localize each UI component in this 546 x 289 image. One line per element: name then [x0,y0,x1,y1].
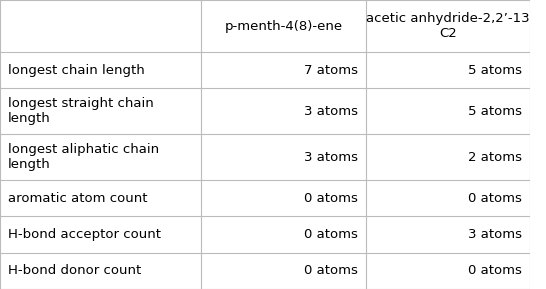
Text: 3 atoms: 3 atoms [468,228,522,241]
Text: 0 atoms: 0 atoms [468,264,522,277]
Text: longest chain length: longest chain length [8,64,145,77]
Text: acetic anhydride-2,2’-13
C2: acetic anhydride-2,2’-13 C2 [366,12,530,40]
Text: 0 atoms: 0 atoms [468,192,522,205]
Text: 0 atoms: 0 atoms [304,192,358,205]
Text: 3 atoms: 3 atoms [304,105,358,118]
Text: 0 atoms: 0 atoms [304,264,358,277]
Text: H-bond acceptor count: H-bond acceptor count [8,228,161,241]
Text: 7 atoms: 7 atoms [304,64,358,77]
Text: longest aliphatic chain
length: longest aliphatic chain length [8,143,159,171]
Text: 5 atoms: 5 atoms [468,105,522,118]
Text: longest straight chain
length: longest straight chain length [8,97,153,125]
Text: aromatic atom count: aromatic atom count [8,192,147,205]
Text: 5 atoms: 5 atoms [468,64,522,77]
Text: 0 atoms: 0 atoms [304,228,358,241]
Text: 2 atoms: 2 atoms [468,151,522,164]
Text: 3 atoms: 3 atoms [304,151,358,164]
Text: H-bond donor count: H-bond donor count [8,264,141,277]
Text: p-menth-4(8)-ene: p-menth-4(8)-ene [224,20,342,33]
